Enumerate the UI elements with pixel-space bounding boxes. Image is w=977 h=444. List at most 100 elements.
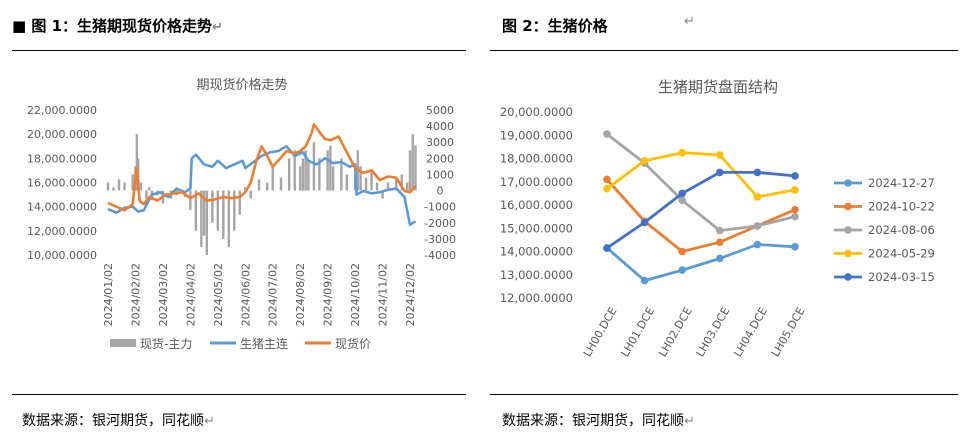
basis-bar [304, 150, 307, 191]
basis-bar [145, 190, 148, 199]
data-point [716, 151, 724, 159]
basis-bar [233, 190, 236, 231]
x-tick-label: 2024/10/02 [349, 263, 362, 326]
basis-bar [326, 150, 329, 191]
basis-bar [189, 190, 192, 210]
data-point [791, 172, 799, 180]
x-tick-label: 2024/09/02 [322, 263, 335, 326]
x-category-label: LH01.DCE [618, 305, 657, 359]
data-point [716, 226, 724, 235]
data-point [678, 148, 686, 157]
right-y-tick-label: 4000 [426, 120, 454, 133]
basis-bar [194, 190, 198, 231]
legend-label: 2024-03-15 [868, 270, 935, 284]
left-figure-title: ■ 图 1：生猪期现货价格走势↵ [12, 17, 223, 35]
data-point [716, 254, 724, 263]
right-y-tick-label: 2000 [426, 152, 454, 165]
basis-bar [106, 182, 110, 191]
y-tick-label: 17,000.0000 [500, 175, 573, 189]
legend-marker [844, 273, 852, 281]
legend-label: 2024-12-27 [868, 176, 935, 190]
data-point [603, 184, 611, 193]
basis-bar [211, 190, 214, 223]
basis-bar [307, 161, 310, 191]
left-bottom-rule [12, 394, 466, 395]
data-point [640, 276, 649, 285]
left-chart-title: 期现货价格走势 [196, 77, 287, 93]
x-tick-label: 2024/06/02 [239, 263, 252, 326]
right-y-tick-label: 0 [437, 185, 444, 198]
basis-bar [329, 145, 332, 191]
series-line-2024-08-06 [606, 132, 796, 233]
basis-bar [117, 179, 121, 191]
left-y-tick-label: 12,000.0000 [27, 225, 97, 238]
right-y-tick-label: -3000 [424, 233, 456, 246]
data-point [640, 218, 649, 227]
basis-bar [205, 190, 209, 255]
right-y-tick-label: -2000 [424, 217, 456, 230]
x-tick-label: 2024/05/02 [212, 263, 225, 326]
legend-label: 现货价 [335, 336, 371, 351]
data-point [753, 193, 762, 201]
data-point [753, 168, 762, 177]
basis-bar [288, 158, 291, 191]
basis-bar [257, 179, 261, 191]
y-tick-label: 15,000.0000 [500, 221, 573, 235]
basis-bar [381, 190, 384, 199]
right-bottom-rule [490, 394, 958, 395]
basis-bar [135, 134, 139, 191]
series-line-futures-main [107, 145, 417, 227]
left-y-tick-label: 20,000.0000 [27, 128, 97, 141]
x-tick-label: 2024/12/02 [404, 263, 417, 326]
basis-bar [400, 174, 403, 191]
y-tick-label: 14,000.0000 [500, 245, 573, 259]
data-point [791, 205, 799, 214]
x-tick-label: 2024/04/02 [184, 263, 197, 326]
basis-bar [249, 190, 252, 199]
data-point [791, 243, 799, 251]
series-line-spot-price [107, 123, 417, 212]
y-tick-label: 18,000.0000 [500, 152, 573, 166]
x-tick-label: 2024/03/02 [157, 263, 170, 326]
basis-bar [395, 177, 398, 191]
data-point [603, 244, 611, 252]
right-y-tick-label: 5000 [426, 104, 454, 117]
basis-bar [222, 190, 225, 239]
right-y-tick-label: -4000 [424, 249, 456, 262]
right-title-return-mark: ↵ [684, 14, 695, 29]
data-point [716, 238, 724, 246]
x-tick-label: 2024/02/02 [129, 263, 142, 326]
x-tick-label: 2024/08/02 [294, 263, 307, 326]
right-y-tick-label: -1000 [424, 201, 456, 214]
right-source-note: 数据来源：银河期货，同花顺↵ [502, 413, 695, 429]
legend-marker [844, 226, 852, 234]
right-chart: 生猪期货盘面结构 20,000.0000 19,000.0000 18,000.00… [500, 78, 935, 359]
basis-bar [345, 174, 349, 191]
data-point [603, 130, 611, 138]
basis-bar [331, 166, 335, 191]
left-source-note: 数据来源：银河期货，同花顺↵ [22, 413, 215, 429]
y-tick-label: 13,000.0000 [500, 268, 573, 282]
data-point [603, 175, 611, 184]
y-tick-label: 12,000.0000 [500, 291, 573, 305]
basis-bar [271, 166, 274, 191]
basis-bar [227, 190, 230, 247]
x-tick-label: 2024/01/02 [102, 263, 115, 326]
data-point [753, 222, 762, 230]
basis-bar [131, 174, 134, 191]
left-chart: 期现货价格走势 22,000.0000 20,000.0000 18,000.000… [27, 77, 456, 351]
data-point [753, 240, 762, 249]
basis-bar [266, 182, 269, 191]
basis-bar [244, 187, 247, 191]
basis-bar [318, 158, 321, 191]
basis-bar [312, 142, 316, 191]
basis-bar [202, 190, 206, 236]
x-category-label: LH03.DCE [694, 305, 733, 359]
right-y-tick-label: 1000 [426, 168, 454, 181]
basis-bar [112, 187, 115, 191]
legend-marker [844, 179, 852, 187]
series-line-2024-03-15 [606, 171, 796, 250]
basis-bar [406, 182, 409, 191]
basis-bar [340, 158, 343, 191]
legend-label: 现货-主力 [140, 336, 192, 351]
